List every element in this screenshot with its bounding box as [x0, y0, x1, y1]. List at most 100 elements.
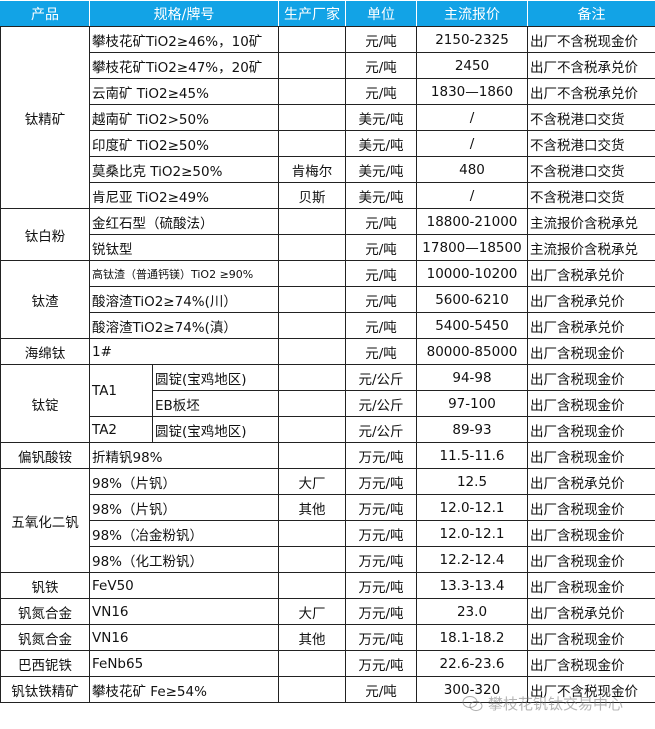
unit-cell: 元/公斤 [345, 390, 417, 417]
price-cell: 480 [416, 156, 528, 183]
product-cell: 钛白粉 [0, 208, 90, 261]
price-cell: / [416, 130, 528, 157]
maker-cell [278, 78, 346, 105]
table-row: 钒钛铁精矿 攀枝花矿 Fe≥54% 元/吨 300-320 出厂不含税现金价 [0, 676, 655, 703]
price-cell: 2150-2325 [416, 26, 528, 53]
note-cell: 出厂含税承兑价 [527, 286, 655, 313]
table-row: 钛锭 TA1 圆锭(宝鸡地区) 元/公斤 94-98 出厂含税现金价 [0, 364, 655, 443]
price-cell: 11.5-11.6 [416, 442, 528, 469]
maker-cell [278, 442, 346, 469]
price-cell: 10000-10200 [416, 260, 528, 287]
maker-cell [278, 26, 346, 53]
watermark: 攀枝花钒钛交易中心 [462, 693, 623, 714]
note-cell: 出厂含税现金价 [527, 494, 655, 521]
note-cell: 出厂含税现金价 [527, 572, 655, 599]
table-row: 攀枝花矿TiO2≥47%，20矿 元/吨 2450 出厂不含税承兑价 [1, 52, 655, 79]
maker-cell [278, 650, 346, 677]
table-row: 98%（冶金粉钒） 万元/吨 12.0-12.1 出厂含税现金价 [1, 520, 655, 547]
table-row: 钛渣 高钛渣（普通钙镁）TiO2 ≥90% 元/吨 10000-10200 出厂含税承兑… [0, 260, 655, 339]
maker-cell [278, 52, 346, 79]
spec-cell: 高钛渣（普通钙镁）TiO2 ≥90% [89, 260, 279, 287]
maker-cell [278, 130, 346, 157]
note-cell: 出厂含税现金价 [527, 650, 655, 677]
maker-cell [278, 260, 346, 287]
unit-cell: 元/吨 [345, 260, 417, 287]
price-cell: / [416, 182, 528, 209]
maker-cell: 贝斯 [278, 182, 346, 209]
price-cell: 5400-5450 [416, 312, 528, 339]
price-cell: 97-100 [416, 390, 528, 417]
header-price: 主流报价 [416, 0, 528, 27]
header-spec: 规格/牌号 [89, 0, 279, 27]
unit-cell: 元/吨 [345, 312, 417, 339]
table-row: 偏钒酸铵 折精钒98% 万元/吨 11.5-11.6 出厂含税现金价 [0, 442, 655, 469]
spec-cell: 圆锭(宝鸡地区) [152, 416, 279, 443]
table-row: 五氧化二钒 98%（片钒） 大厂 万元/吨 12.5 出厂含税承兑价 [0, 468, 655, 573]
wechat-icon [462, 695, 483, 711]
maker-cell [278, 416, 346, 443]
product-cell: 钒氮合金 [0, 624, 90, 651]
note-cell: 出厂含税现金价 [527, 416, 655, 443]
spec-cell: 1# [89, 338, 279, 365]
unit-cell: 元/吨 [345, 234, 417, 261]
price-cell: 5600-6210 [416, 286, 528, 313]
price-cell: 94-98 [416, 364, 528, 391]
price-cell: 13.3-13.4 [416, 572, 528, 599]
spec-cell: 锐钛型 [89, 234, 279, 261]
product-cell: 钛精矿 [0, 26, 90, 209]
table-row: 酸溶渣TiO2≥74%(滇） 元/吨 5400-5450 出厂含税承兑价 [1, 312, 655, 339]
table-row: 98%（化工粉钒） 万元/吨 12.2-12.4 出厂含税现金价 [1, 546, 655, 573]
maker-cell: 其他 [278, 624, 346, 651]
note-cell: 出厂不含税现金价 [527, 676, 655, 703]
price-cell: 2450 [416, 52, 528, 79]
price-table: 产品 规格/牌号 生产厂家 单位 主流报价 备注 钛精矿 攀枝花矿TiO2≥46%… [0, 0, 655, 703]
table-row: 钒氮合金 VN16 大厂 万元/吨 23.0 出厂含税承兑价 [0, 598, 655, 625]
header-unit: 单位 [345, 0, 417, 27]
note-cell: 主流报价含税承兑 [527, 234, 655, 261]
price-cell: 18.1-18.2 [416, 624, 528, 651]
unit-cell: 万元/吨 [345, 546, 417, 573]
maker-cell [278, 104, 346, 131]
maker-cell [278, 312, 346, 339]
grade-cell: TA1 [89, 364, 153, 417]
maker-cell: 其他 [278, 494, 346, 521]
table-row: 钛精矿 攀枝花矿TiO2≥46%，10矿 元/吨 2150-2325 出厂不含税现金价 [0, 26, 655, 209]
table-row: 巴西铌铁 FeNb65 万元/吨 22.6-23.6 出厂含税现金价 [0, 650, 655, 677]
table-row: 印度矿 TiO2≥50% 美元/吨 / 不含税港口交货 [1, 130, 655, 157]
price-cell: 12.5 [416, 468, 528, 495]
table-row: 肯尼亚 TiO2≥49% 贝斯 美元/吨 / 不含税港口交货 [1, 182, 655, 209]
spec-cell: 云南矿 TiO2≥45% [89, 78, 279, 105]
unit-cell: 美元/吨 [345, 182, 417, 209]
spec-cell: 酸溶渣TiO2≥74%(川） [89, 286, 279, 313]
spec-cell: 98%（冶金粉钒） [89, 520, 279, 547]
product-cell: 五氧化二钒 [0, 468, 90, 573]
unit-cell: 元/吨 [345, 286, 417, 313]
maker-cell: 大厂 [278, 598, 346, 625]
table-row: 酸溶渣TiO2≥74%(川） 元/吨 5600-6210 出厂含税承兑价 [1, 286, 655, 313]
product-cell: 钒氮合金 [0, 598, 90, 625]
maker-cell [278, 208, 346, 235]
unit-cell: 元/吨 [345, 78, 417, 105]
unit-cell: 元/吨 [345, 208, 417, 235]
spec-cell: 金红石型（硫酸法） [89, 208, 279, 235]
price-cell: 17800—18500 [416, 234, 528, 261]
table-row: 莫桑比克 TiO2≥50% 肯梅尔 美元/吨 480 不含税港口交货 [1, 156, 655, 183]
maker-cell [278, 546, 346, 573]
note-cell: 出厂含税现金价 [527, 442, 655, 469]
header-note: 备注 [527, 0, 655, 27]
unit-cell: 元/吨 [345, 52, 417, 79]
table-row: 锐钛型 元/吨 17800—18500 主流报价含税承兑 [1, 234, 655, 261]
spec-cell: EB板坯 [152, 390, 279, 417]
note-cell: 不含税港口交货 [527, 130, 655, 157]
spec-cell: VN16 [89, 598, 279, 625]
spec-cell: 莫桑比克 TiO2≥50% [89, 156, 279, 183]
unit-cell: 元/公斤 [345, 364, 417, 391]
note-cell: 出厂含税现金价 [527, 520, 655, 547]
note-cell: 出厂含税现金价 [527, 390, 655, 417]
price-cell: 12.0-12.1 [416, 520, 528, 547]
unit-cell: 美元/吨 [345, 104, 417, 131]
note-cell: 出厂含税承兑价 [527, 260, 655, 287]
unit-cell: 元/吨 [345, 338, 417, 365]
product-cell: 钛渣 [0, 260, 90, 339]
maker-cell [278, 572, 346, 599]
